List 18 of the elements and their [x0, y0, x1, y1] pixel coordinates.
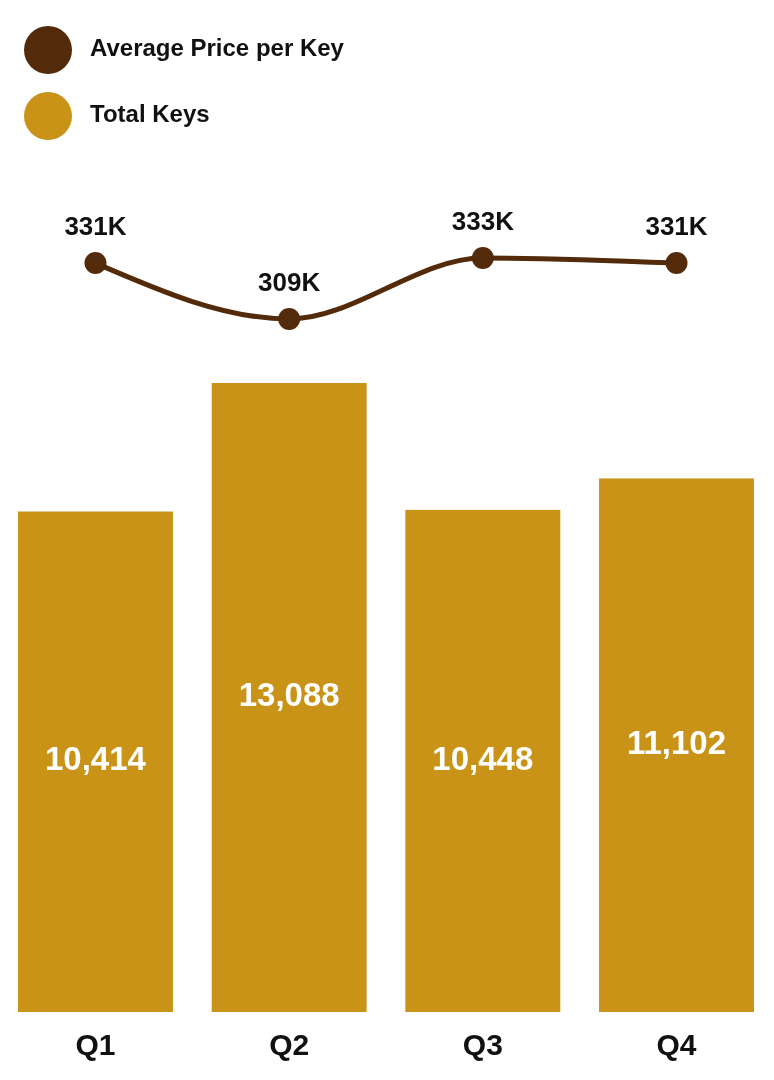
- x-tick-label: Q4: [656, 1028, 697, 1061]
- bar: [599, 478, 754, 1012]
- bar: [211, 383, 367, 1012]
- bar: [405, 509, 561, 1012]
- data-label: 309K: [258, 267, 321, 297]
- data-label: 10,448: [432, 739, 534, 777]
- bar: [18, 511, 173, 1012]
- x-tick-label: Q1: [75, 1028, 116, 1061]
- data-label: 10,414: [45, 740, 147, 778]
- legend-label: Average Price per Key: [90, 34, 345, 62]
- data-label: 331K: [645, 211, 708, 242]
- x-tick-label: Q3: [462, 1028, 503, 1061]
- data-label: 331K: [64, 211, 127, 242]
- data-label: 11,102: [626, 723, 727, 761]
- x-tick-label: Q2: [269, 1028, 310, 1061]
- legend-label: Total Keys: [90, 100, 210, 128]
- data-label: 13,088: [238, 676, 340, 714]
- data-label: 333K: [451, 206, 515, 236]
